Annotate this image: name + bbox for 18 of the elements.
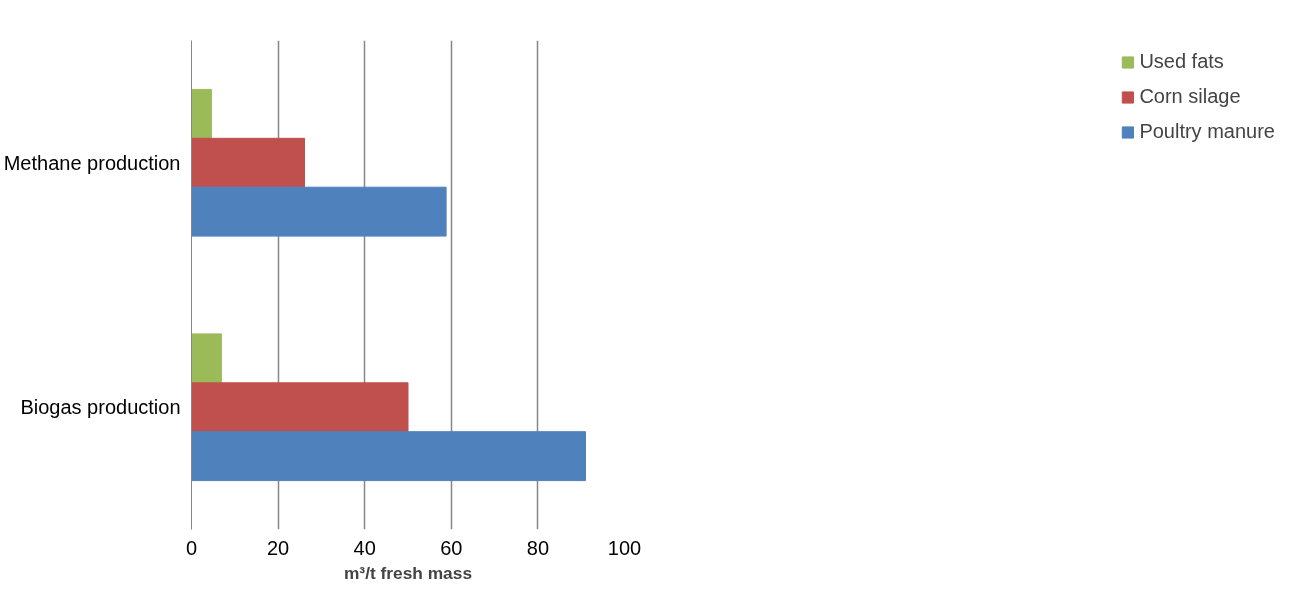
x-tick-label: 0 <box>185 536 198 559</box>
x-tick-label: 20 <box>266 536 290 559</box>
legend-label: Corn silage <box>1139 85 1241 108</box>
bar <box>191 186 447 237</box>
y-tick-label: Biogas production <box>20 396 181 419</box>
legend-label: Used fats <box>1139 50 1224 73</box>
bar <box>191 333 222 384</box>
bar <box>191 382 409 433</box>
x-tick-label: 60 <box>440 536 463 559</box>
x-tick-label: 80 <box>526 536 550 559</box>
x-axis-title: m³/t fresh mass <box>343 562 473 583</box>
y-tick-label: Methane production <box>3 151 181 174</box>
legend-label: Poultry manure <box>1139 120 1275 143</box>
x-tick-label: 100 <box>607 536 642 559</box>
bar <box>191 88 212 139</box>
x-tick-label: 40 <box>353 536 376 559</box>
bar <box>191 137 306 188</box>
bar <box>191 431 587 482</box>
